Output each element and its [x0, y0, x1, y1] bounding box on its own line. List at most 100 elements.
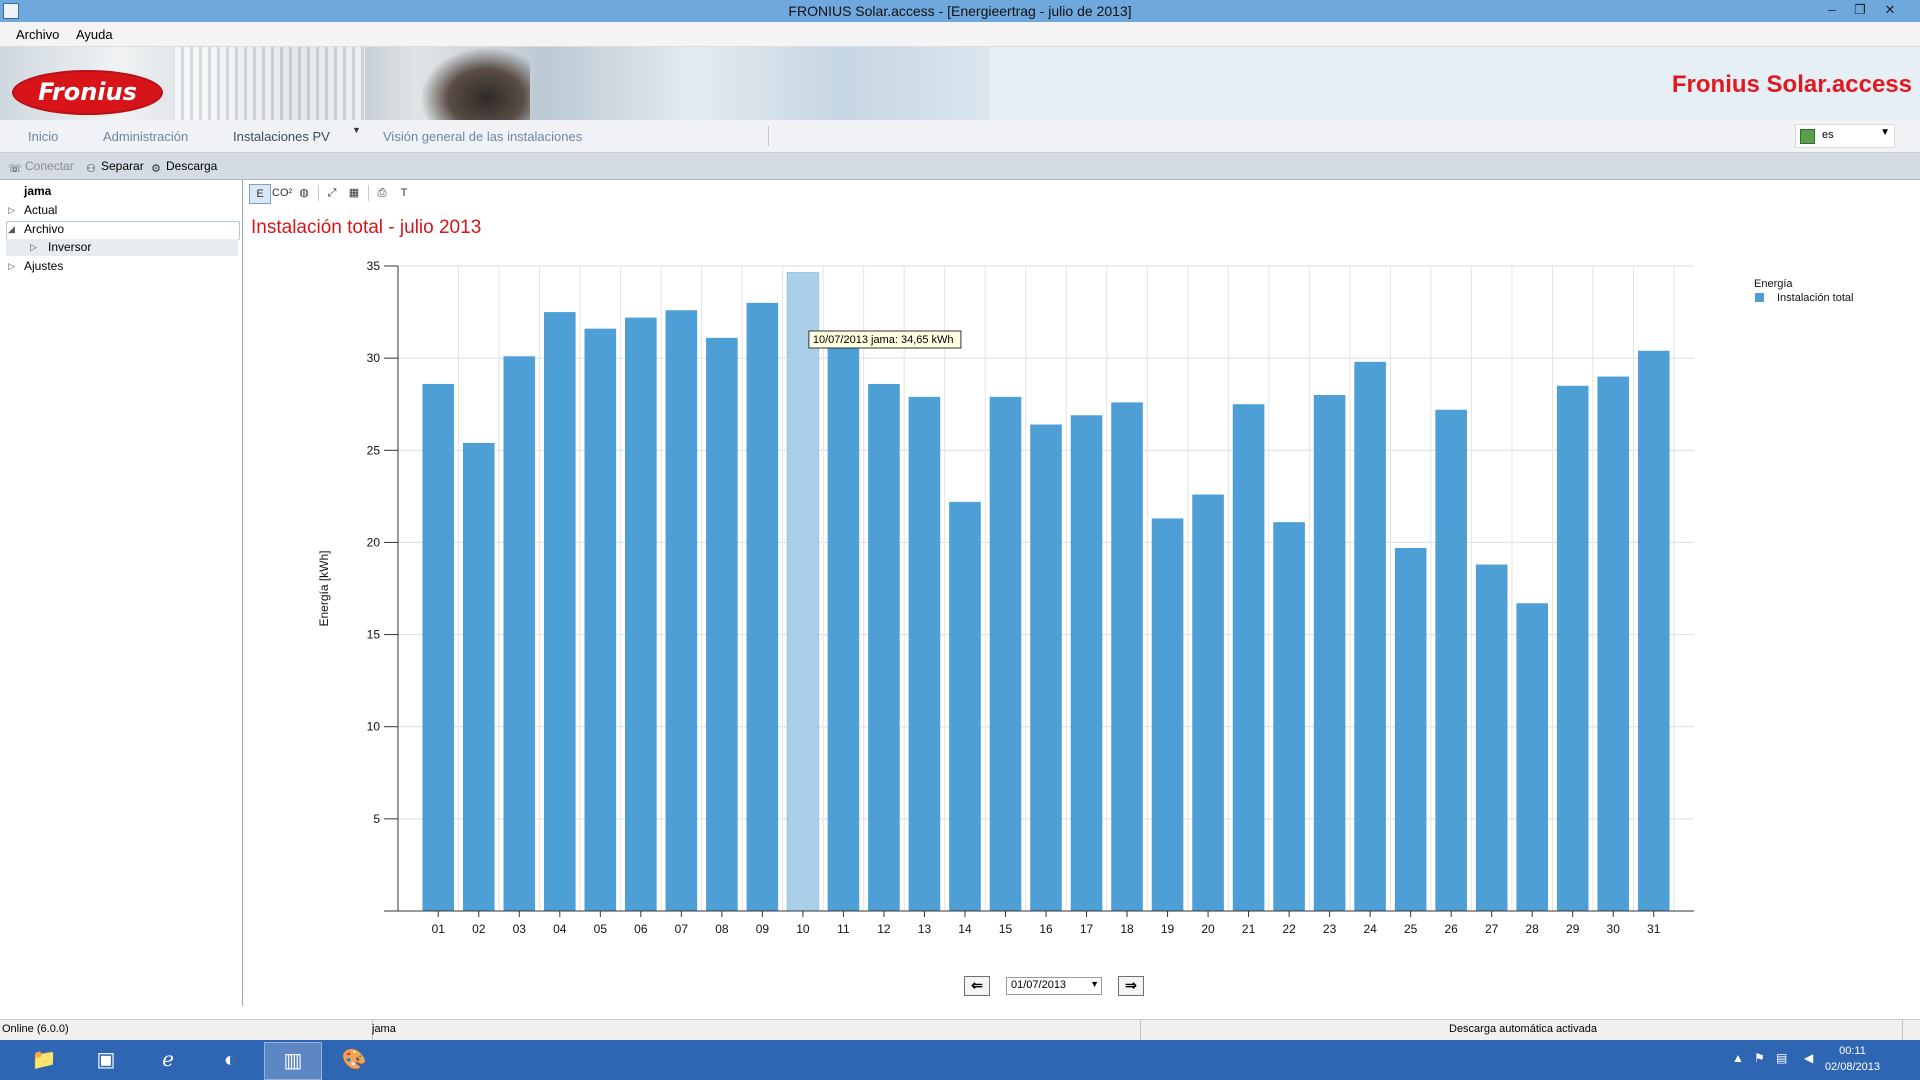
chevron-down-icon: ▼ [1090, 979, 1099, 989]
bar-15[interactable] [989, 396, 1022, 911]
network-icon[interactable]: ▤ [1776, 1051, 1788, 1065]
next-month-button[interactable]: ⇒ [1118, 976, 1144, 996]
restore-button[interactable]: ❐ [1854, 2, 1866, 17]
energy-view-button[interactable]: E [249, 184, 271, 204]
bar-21[interactable] [1232, 404, 1265, 911]
connect-button[interactable]: ☏ Conectar [8, 159, 74, 176]
bar-01[interactable] [422, 383, 455, 911]
menu-bar: Archivo Ayuda [0, 22, 1920, 47]
expand-icon[interactable]: ▷ [8, 261, 15, 271]
tree-item-archivo[interactable]: Archivo [24, 222, 65, 236]
x-tick-label: 26 [1444, 922, 1458, 936]
bar-09[interactable] [746, 302, 779, 911]
action-center-icon[interactable]: ⚑ [1754, 1051, 1765, 1065]
internet-explorer-icon[interactable]: ℯ [162, 1049, 174, 1071]
bar-02[interactable] [462, 442, 495, 911]
bar-29[interactable] [1556, 385, 1589, 911]
bar-05[interactable] [584, 328, 617, 911]
arrow-left-icon: ⇐ [971, 977, 983, 993]
close-button[interactable]: ✕ [1884, 2, 1896, 17]
bar-16[interactable] [1030, 424, 1062, 911]
menu-ayuda[interactable]: Ayuda [76, 27, 113, 42]
bar-19[interactable] [1151, 518, 1184, 911]
print-icon[interactable]: ⎙ [377, 187, 387, 199]
status-download: Descarga automática activada [1449, 1023, 1597, 1035]
status-system: jama [372, 1023, 396, 1035]
clock-time: 00:11 [1839, 1045, 1866, 1057]
tab-inicio[interactable]: Inicio [28, 129, 59, 144]
x-tick-label: 25 [1404, 922, 1418, 936]
x-tick-label: 27 [1485, 922, 1499, 936]
kwh-kwp-icon[interactable]: ▦ [348, 187, 360, 199]
bar-24[interactable] [1354, 361, 1386, 911]
bar-04[interactable] [544, 312, 576, 911]
bar-08[interactable] [706, 337, 738, 911]
connect-icon: ☏ [8, 163, 22, 175]
tree-root[interactable]: jama [24, 184, 52, 198]
tray-expand-icon[interactable]: ▲ [1732, 1051, 1744, 1065]
bar-12[interactable] [868, 383, 900, 911]
bar-14[interactable] [949, 501, 981, 911]
x-tick-label: 16 [1039, 922, 1053, 936]
bar-18[interactable] [1111, 402, 1143, 911]
bar-10[interactable] [787, 272, 819, 911]
bar-11[interactable] [827, 334, 860, 911]
bar-31[interactable] [1637, 350, 1670, 911]
tab-dropdown-icon[interactable]: ▼ [352, 125, 361, 135]
x-tick-label: 12 [877, 922, 891, 936]
language-select[interactable]: es ▼ [1795, 124, 1895, 148]
menu-archivo[interactable]: Archivo [16, 27, 60, 42]
collapse-icon[interactable]: ◢ [8, 224, 15, 234]
bar-13[interactable] [908, 396, 941, 911]
disconnect-button[interactable]: ⚇ Separar [84, 159, 144, 176]
app-swirl-icon[interactable]: ◐ [223, 1049, 237, 1071]
bar-30[interactable] [1597, 376, 1630, 911]
chart-title: Instalación total - julio 2013 [251, 217, 482, 238]
control-panel-icon[interactable]: ▣ [96, 1049, 116, 1071]
fronius-logo: Fronius [12, 70, 163, 115]
x-tick-label: 08 [715, 922, 729, 936]
legend-title: Energía [1754, 278, 1793, 290]
tree-item-actual[interactable]: Actual [24, 203, 58, 217]
paint-icon[interactable]: 🎨 [341, 1049, 367, 1071]
download-button[interactable]: ⚙ Descarga [149, 159, 217, 176]
previous-month-button[interactable]: ⇐ [964, 976, 990, 996]
date-picker[interactable]: 01/07/2013 ▼ [1006, 977, 1102, 995]
clock-date: 02/08/2013 [1824, 1061, 1880, 1073]
x-tick-label: 02 [472, 922, 486, 936]
expand-icon[interactable]: ▷ [8, 205, 15, 215]
tab-administracion[interactable]: Administración [103, 129, 189, 144]
tree-item-ajustes[interactable]: Ajustes [24, 259, 64, 273]
x-tick-label: 21 [1242, 922, 1256, 936]
bar-27[interactable] [1475, 564, 1508, 911]
legend-swatch [1755, 293, 1764, 302]
co2-view-button[interactable]: CO² [272, 187, 293, 199]
expand-chart-icon[interactable]: ⤢ [327, 187, 337, 199]
x-tick-label: 14 [958, 922, 972, 936]
bar-23[interactable] [1313, 395, 1346, 911]
expand-icon[interactable]: ▷ [30, 242, 37, 252]
tab-vision-general[interactable]: Visión general de las instalaciones [383, 129, 583, 144]
bar-07[interactable] [665, 310, 698, 911]
bar-25[interactable] [1394, 547, 1427, 911]
file-explorer-icon[interactable]: 📁 [31, 1049, 57, 1071]
system-clock[interactable]: 00:11 02/08/2013 [1825, 1043, 1880, 1075]
x-tick-label: 23 [1323, 922, 1337, 936]
bar-26[interactable] [1435, 409, 1467, 911]
bar-22[interactable] [1273, 522, 1305, 911]
currency-view-icon[interactable]: ◍ [299, 187, 309, 199]
y-tick-label: 15 [367, 628, 381, 642]
minimize-button[interactable]: – [1828, 2, 1836, 17]
volume-icon[interactable]: ◀ [1804, 1051, 1814, 1065]
chevron-down-icon: ▼ [1880, 127, 1890, 138]
bar-06[interactable] [625, 317, 657, 912]
bar-28[interactable] [1516, 603, 1548, 911]
text-tool-button[interactable]: T [400, 187, 408, 199]
tree-item-inversor[interactable]: Inversor [48, 240, 92, 254]
solar-access-taskbar-icon[interactable]: ▥ [264, 1042, 322, 1080]
bar-20[interactable] [1192, 494, 1224, 911]
bar-03[interactable] [503, 356, 536, 911]
bar-17[interactable] [1070, 415, 1103, 911]
tab-instalaciones-pv[interactable]: Instalaciones PV [233, 129, 330, 144]
language-value: es [1822, 129, 1834, 141]
